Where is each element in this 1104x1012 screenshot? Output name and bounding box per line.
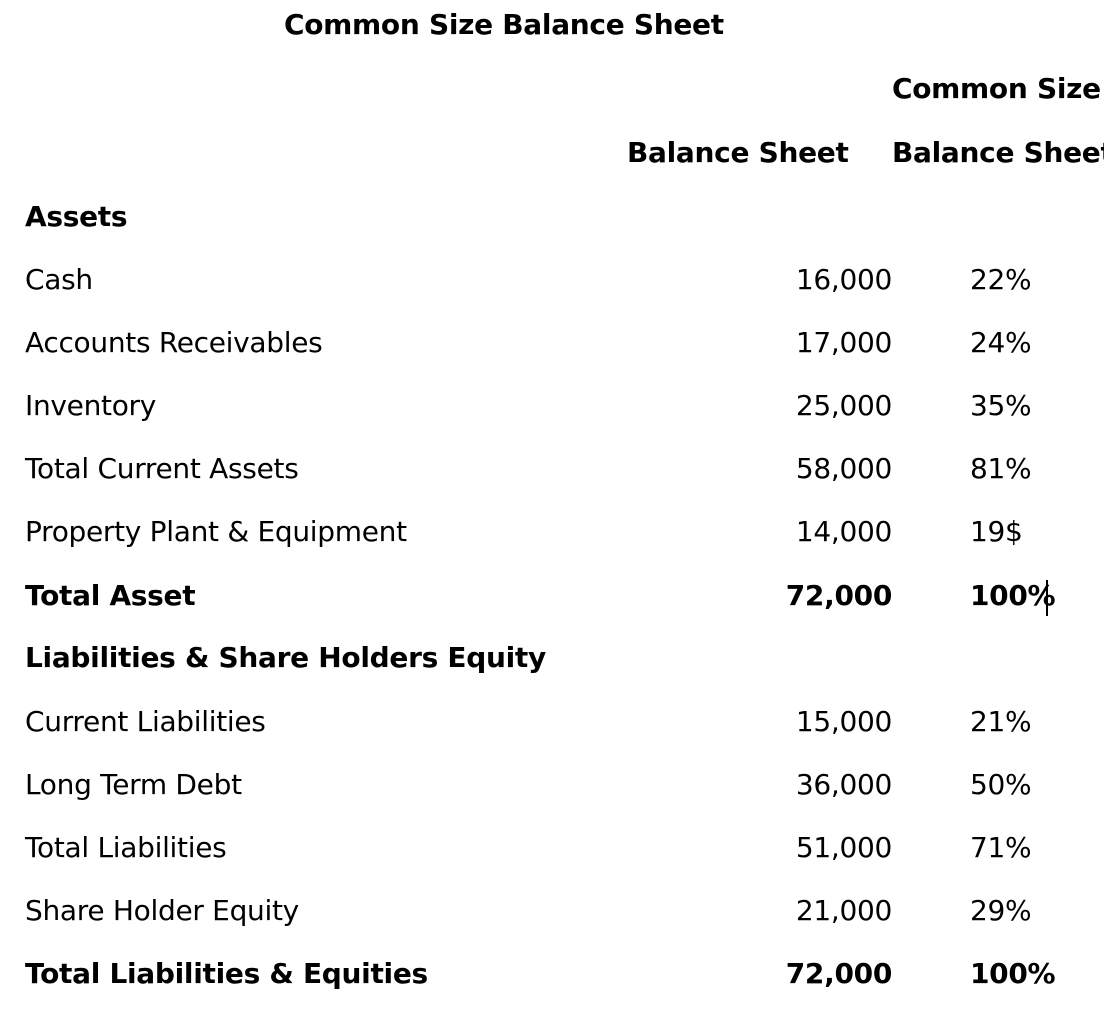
row-amount: 25,000 <box>795 389 892 422</box>
document-title: Common Size Balance Sheet <box>284 8 724 41</box>
table-row-accounts-receivables: Accounts Receivables 17,000 24% <box>0 326 1104 366</box>
row-label: Long Term Debt <box>25 768 242 801</box>
row-amount: 51,000 <box>795 831 892 864</box>
row-amount: 16,000 <box>795 263 892 296</box>
row-percent: 71% <box>970 831 1032 864</box>
table-row-share-holder-equity: Share Holder Equity 21,000 29% <box>0 894 1104 934</box>
row-percent: 19$ <box>970 515 1023 548</box>
text-cursor <box>1046 580 1048 616</box>
row-amount: 72,000 <box>785 957 893 990</box>
row-percent: 22% <box>970 263 1032 296</box>
column-header-common-size: Common Size <box>892 72 1101 105</box>
row-percent: 50% <box>970 768 1032 801</box>
row-amount: 21,000 <box>795 894 892 927</box>
table-row-total-asset: Total Asset 72,000 100% <box>0 579 1104 619</box>
row-amount: 36,000 <box>795 768 892 801</box>
row-label: Assets <box>25 200 128 233</box>
row-label: Current Liabilities <box>25 705 266 738</box>
row-percent: 29% <box>970 894 1032 927</box>
section-header-liabilities-equity: Liabilities & Share Holders Equity <box>0 641 1104 681</box>
row-label: Accounts Receivables <box>25 326 323 359</box>
table-row-property-plant-equipment: Property Plant & Equipment 14,000 19$ <box>0 515 1104 555</box>
row-amount: 14,000 <box>795 515 892 548</box>
row-percent: 100% <box>970 957 1056 990</box>
row-label: Total Liabilities <box>25 831 227 864</box>
row-amount: 72,000 <box>785 579 893 612</box>
row-amount: 15,000 <box>795 705 892 738</box>
row-label: Total Asset <box>25 579 196 612</box>
row-percent: 35% <box>970 389 1032 422</box>
row-label: Share Holder Equity <box>25 894 299 927</box>
row-label: Liabilities & Share Holders Equity <box>25 641 546 674</box>
table-row-total-liabilities-equities: Total Liabilities & Equities 72,000 100% <box>0 957 1104 997</box>
row-percent: 21% <box>970 705 1032 738</box>
row-label: Inventory <box>25 389 157 422</box>
column-header-common-size-balance-sheet: Balance Sheet <box>892 136 1104 169</box>
section-header-assets: Assets <box>0 200 1104 240</box>
row-label: Cash <box>25 263 93 296</box>
row-percent: 24% <box>970 326 1032 359</box>
table-row-total-liabilities: Total Liabilities 51,000 71% <box>0 831 1104 871</box>
row-amount: 58,000 <box>795 452 892 485</box>
row-label: Property Plant & Equipment <box>25 515 407 548</box>
table-row-long-term-debt: Long Term Debt 36,000 50% <box>0 768 1104 808</box>
row-label: Total Liabilities & Equities <box>25 957 428 990</box>
table-row-total-current-assets: Total Current Assets 58,000 81% <box>0 452 1104 492</box>
column-header-balance-sheet: Balance Sheet <box>627 136 849 169</box>
row-amount: 17,000 <box>795 326 892 359</box>
row-label: Total Current Assets <box>25 452 299 485</box>
row-percent: 100% <box>970 579 1056 612</box>
table-row-cash: Cash 16,000 22% <box>0 263 1104 303</box>
row-percent: 81% <box>970 452 1032 485</box>
table-row-inventory: Inventory 25,000 35% <box>0 389 1104 429</box>
table-row-current-liabilities: Current Liabilities 15,000 21% <box>0 705 1104 745</box>
